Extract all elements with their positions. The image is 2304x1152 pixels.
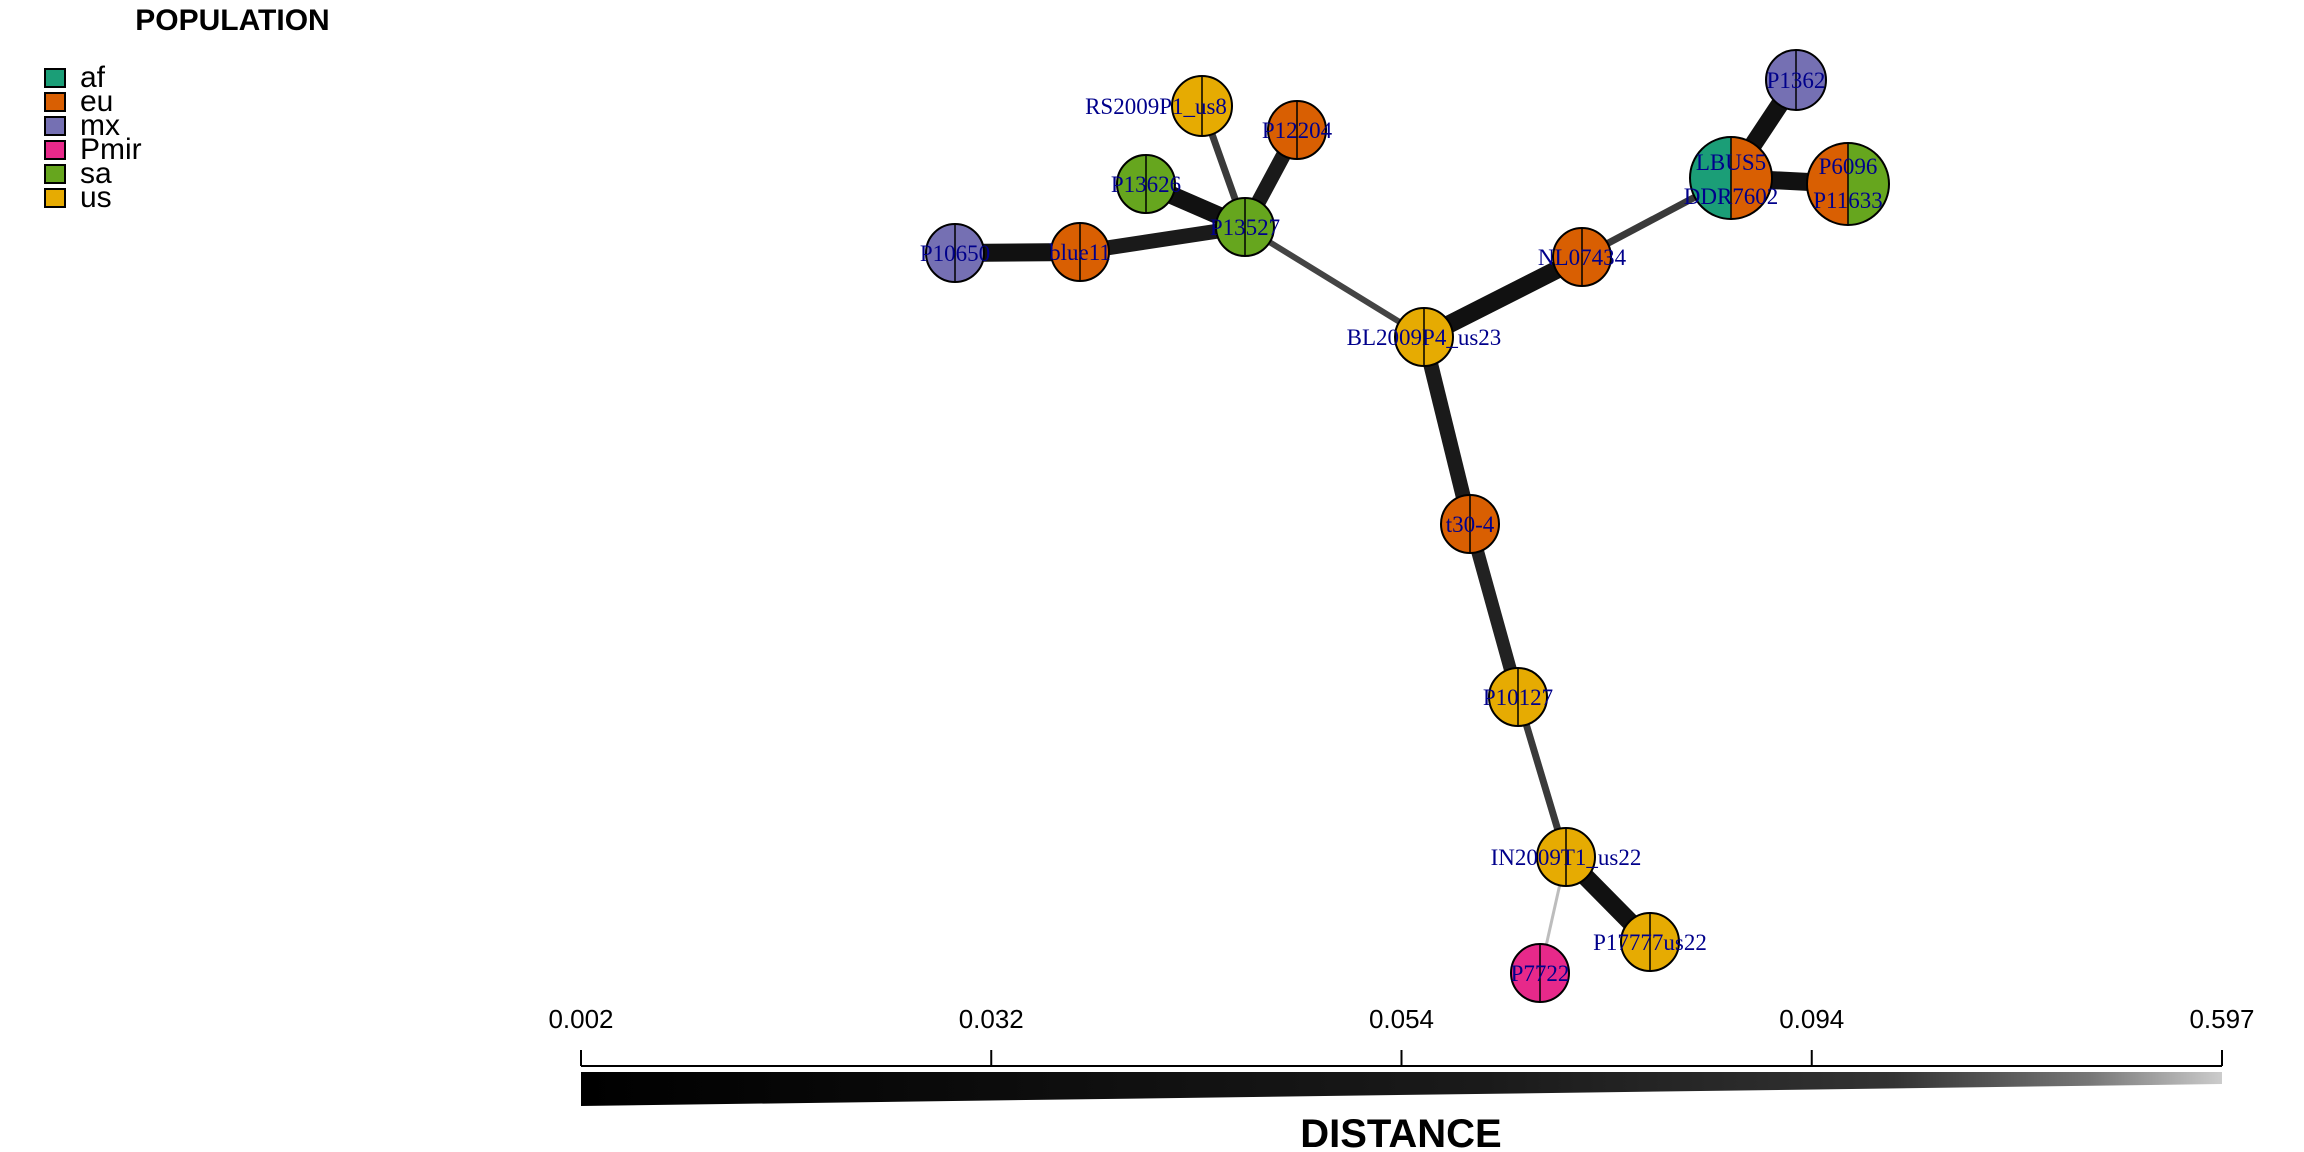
node-label: t30-4 <box>1446 512 1495 537</box>
legend-swatch <box>44 68 66 88</box>
node-slice <box>1172 76 1202 136</box>
node-label: P10127 <box>1483 685 1553 710</box>
node-LBUS5: LBUS5 DDR7602 <box>1684 136 1779 220</box>
node-slice <box>1796 50 1826 110</box>
node-slice <box>1766 50 1796 110</box>
node-P1362: P1362 <box>1765 49 1827 111</box>
node-NL07434: NL07434 <box>1538 227 1627 287</box>
node-slice <box>1216 198 1245 256</box>
node-label: DDR7602 <box>1684 184 1779 209</box>
node-P6096: P6096 P11633 <box>1806 142 1890 226</box>
node-label: P12204 <box>1262 118 1333 143</box>
node-slice <box>1511 944 1540 1002</box>
node-label: IN2009T1_us22 <box>1491 845 1642 870</box>
legend-item-eu: eu <box>44 85 142 118</box>
edge-P13527-BL2009P4_us23 <box>1243 224 1426 340</box>
node-slice <box>1621 913 1650 971</box>
node-slice <box>1395 308 1424 366</box>
edge-BL2009P4_us23-t30-4 <box>1416 335 1478 526</box>
node-P10650: P10650 <box>920 223 990 283</box>
legend-swatch <box>44 92 66 112</box>
scale-tick-label: 0.054 <box>1369 1004 1434 1034</box>
legend-swatch <box>44 164 66 184</box>
node-label: P13527 <box>1210 215 1280 240</box>
node-label: LBUS5 <box>1696 150 1766 175</box>
node-P17777us22: P17777us22 <box>1593 912 1707 972</box>
node-slice <box>1537 828 1566 886</box>
node-slice <box>1690 137 1731 219</box>
node-t30-4: t30-4 <box>1440 494 1500 554</box>
legend-label: us <box>80 181 112 214</box>
node-slice <box>1146 155 1175 213</box>
node-slice <box>1245 198 1274 256</box>
node-slice <box>1540 944 1569 1002</box>
legend-item-sa: sa <box>44 157 142 190</box>
node-label: NL07434 <box>1538 245 1627 270</box>
legend-label: eu <box>80 85 114 118</box>
scale-tick-label: 0.094 <box>1779 1004 1844 1034</box>
node-slice <box>1807 143 1848 225</box>
node-slice <box>1582 228 1611 286</box>
node-slice <box>1518 668 1547 726</box>
node-label: P17777us22 <box>1593 930 1707 955</box>
scale-tick-label: 0.032 <box>959 1004 1024 1034</box>
node-P7722: P7722 <box>1510 943 1570 1003</box>
legend-swatch <box>44 116 66 136</box>
node-label: P10650 <box>920 241 990 266</box>
legend-item-us: us <box>44 181 142 214</box>
nodes-layer: RS2009P1_us8 P12204 P13626 P13527 blue11 P106… <box>920 49 1890 1003</box>
node-IN2009T1_us22: IN2009T1_us22 <box>1491 827 1642 887</box>
scale-tick-label: 0.002 <box>548 1004 613 1034</box>
legend-item-pmir: Pmir <box>44 133 142 166</box>
node-slice <box>1441 495 1470 553</box>
scale-title: DISTANCE <box>1300 1112 1501 1152</box>
node-slice <box>1553 228 1582 286</box>
legend-label: Pmir <box>80 133 142 166</box>
legend-label: sa <box>80 157 112 190</box>
node-slice <box>1080 223 1109 281</box>
node-P10127: P10127 <box>1483 667 1553 727</box>
legend-title: POPULATION <box>135 4 330 37</box>
scale-wedge <box>581 1072 2222 1106</box>
node-label: P13626 <box>1111 172 1181 197</box>
node-slice <box>1489 668 1518 726</box>
node-label: BL2009P4_us23 <box>1347 325 1502 350</box>
node-slice <box>1470 495 1499 553</box>
node-slice <box>1202 76 1232 136</box>
node-P12204: P12204 <box>1262 100 1333 160</box>
legend-item-af: af <box>44 61 142 94</box>
node-label: P1362 <box>1767 68 1826 93</box>
legend-label: af <box>80 61 106 94</box>
node-label: P11633 <box>1813 188 1882 213</box>
legend-swatch <box>44 188 66 208</box>
node-RS2009P1_us8: RS2009P1_us8 <box>1085 75 1233 137</box>
node-slice <box>1650 913 1679 971</box>
node-slice <box>1117 155 1146 213</box>
node-slice <box>926 224 955 282</box>
legend-item-mx: mx <box>44 109 142 142</box>
node-P13527: P13527 <box>1210 197 1280 257</box>
node-slice <box>1848 143 1889 225</box>
node-label: P6096 <box>1819 154 1878 179</box>
node-slice <box>1051 223 1080 281</box>
node-slice <box>1297 101 1326 159</box>
node-label: RS2009P1_us8 <box>1085 94 1227 119</box>
node-BL2009P4_us23: BL2009P4_us23 <box>1347 307 1502 367</box>
node-P13626: P13626 <box>1111 154 1181 214</box>
node-label: blue11 <box>1049 240 1111 265</box>
node-blue11: blue11 <box>1049 222 1111 282</box>
node-slice <box>955 224 984 282</box>
legend: af eu mx Pmir sa us <box>44 61 142 214</box>
node-slice <box>1566 828 1595 886</box>
distance-scale: 0.002 0.032 0.054 0.094 0.597 DISTANCE <box>548 1004 2254 1152</box>
node-slice <box>1731 137 1772 219</box>
node-label: P7722 <box>1511 961 1570 986</box>
legend-label: mx <box>80 109 120 142</box>
scale-tick-label: 0.597 <box>2189 1004 2254 1034</box>
node-slice <box>1424 308 1453 366</box>
legend-swatch <box>44 140 66 160</box>
node-slice <box>1268 101 1297 159</box>
